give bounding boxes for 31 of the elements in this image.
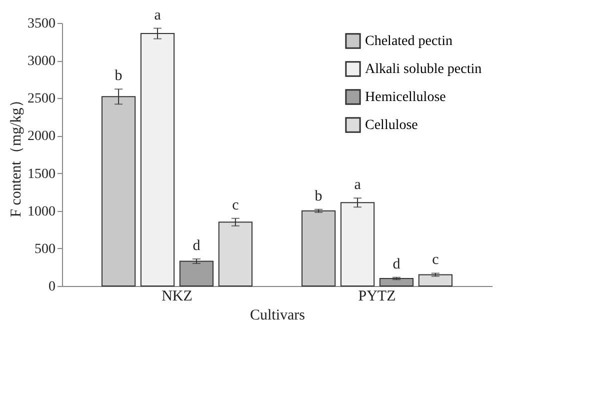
bar — [179, 260, 214, 286]
y-tick-label: 3500 — [28, 16, 56, 32]
legend-label: Alkali soluble pectin — [365, 62, 482, 77]
legend-label: Chelated pectin — [365, 34, 452, 49]
bar — [140, 33, 175, 286]
y-tick-label: 2500 — [28, 92, 56, 107]
data-label: c — [232, 197, 240, 214]
legend-label: Cellulose — [365, 118, 418, 133]
legend-label: Hemicellulose — [365, 90, 446, 105]
data-label: a — [154, 7, 162, 24]
x-axis-title: Cultivars — [250, 308, 306, 324]
bar — [340, 202, 375, 286]
data-label: b — [314, 188, 322, 204]
bar — [302, 210, 336, 286]
y-tick-label: 0 — [48, 280, 56, 294]
data-label: d — [192, 238, 201, 254]
y-tick-label: 500 — [34, 242, 56, 257]
bar — [218, 222, 252, 286]
bar — [379, 278, 414, 286]
data-label: a — [354, 177, 362, 194]
y-tick-label: 1000 — [28, 204, 56, 220]
y-tick-label: 2000 — [28, 129, 56, 144]
y-tick-label: 1500 — [28, 166, 56, 182]
data-label: c — [432, 252, 440, 268]
x-tick-label: PYTZ — [358, 288, 396, 304]
y-axis-title: F content（mg/kg） — [8, 92, 24, 218]
y-tick-label: 3000 — [28, 54, 56, 70]
data-label: d — [392, 256, 401, 272]
x-tick-label: NKZ — [162, 288, 192, 304]
bar — [418, 274, 452, 286]
data-label: b — [114, 68, 122, 84]
